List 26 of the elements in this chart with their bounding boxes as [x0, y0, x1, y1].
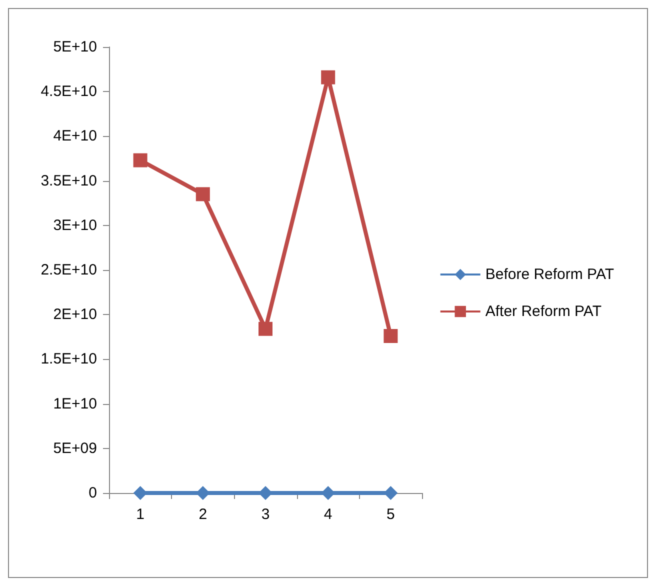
- point: [133, 486, 148, 500]
- y-tick-label: 5E+09: [53, 440, 97, 457]
- x-tick-label: 2: [198, 506, 208, 523]
- y-tick-label: 5E+10: [53, 38, 97, 56]
- y-tick-label: 0: [88, 484, 97, 502]
- y-tick-label: 4.5E+10: [40, 83, 97, 100]
- x-tick-label: 1: [136, 506, 144, 523]
- y-tick-label: 1.5E+10: [40, 350, 97, 368]
- point: [321, 70, 336, 84]
- y-tick-label: 1E+10: [53, 395, 97, 412]
- point: [258, 486, 272, 500]
- point: [384, 329, 398, 344]
- point: [133, 153, 148, 168]
- legend-label: Before Reform PAT: [485, 266, 614, 283]
- y-tick-label: 2.5E+10: [40, 262, 97, 278]
- point: [196, 187, 210, 202]
- x-tick-label: 5: [386, 506, 395, 523]
- y-tick-label: 4E+10: [53, 128, 97, 145]
- x-tick-label: 3: [261, 506, 270, 523]
- x-tick-label: 4: [324, 506, 332, 523]
- y-tick-label: 3.5E+10: [40, 172, 97, 190]
- y-tick-label: 2E+10: [53, 306, 97, 324]
- y-tick-label: 3E+10: [53, 216, 97, 234]
- legend-label: After Reform PAT: [485, 303, 602, 320]
- point: [258, 322, 272, 336]
- point: [384, 486, 398, 500]
